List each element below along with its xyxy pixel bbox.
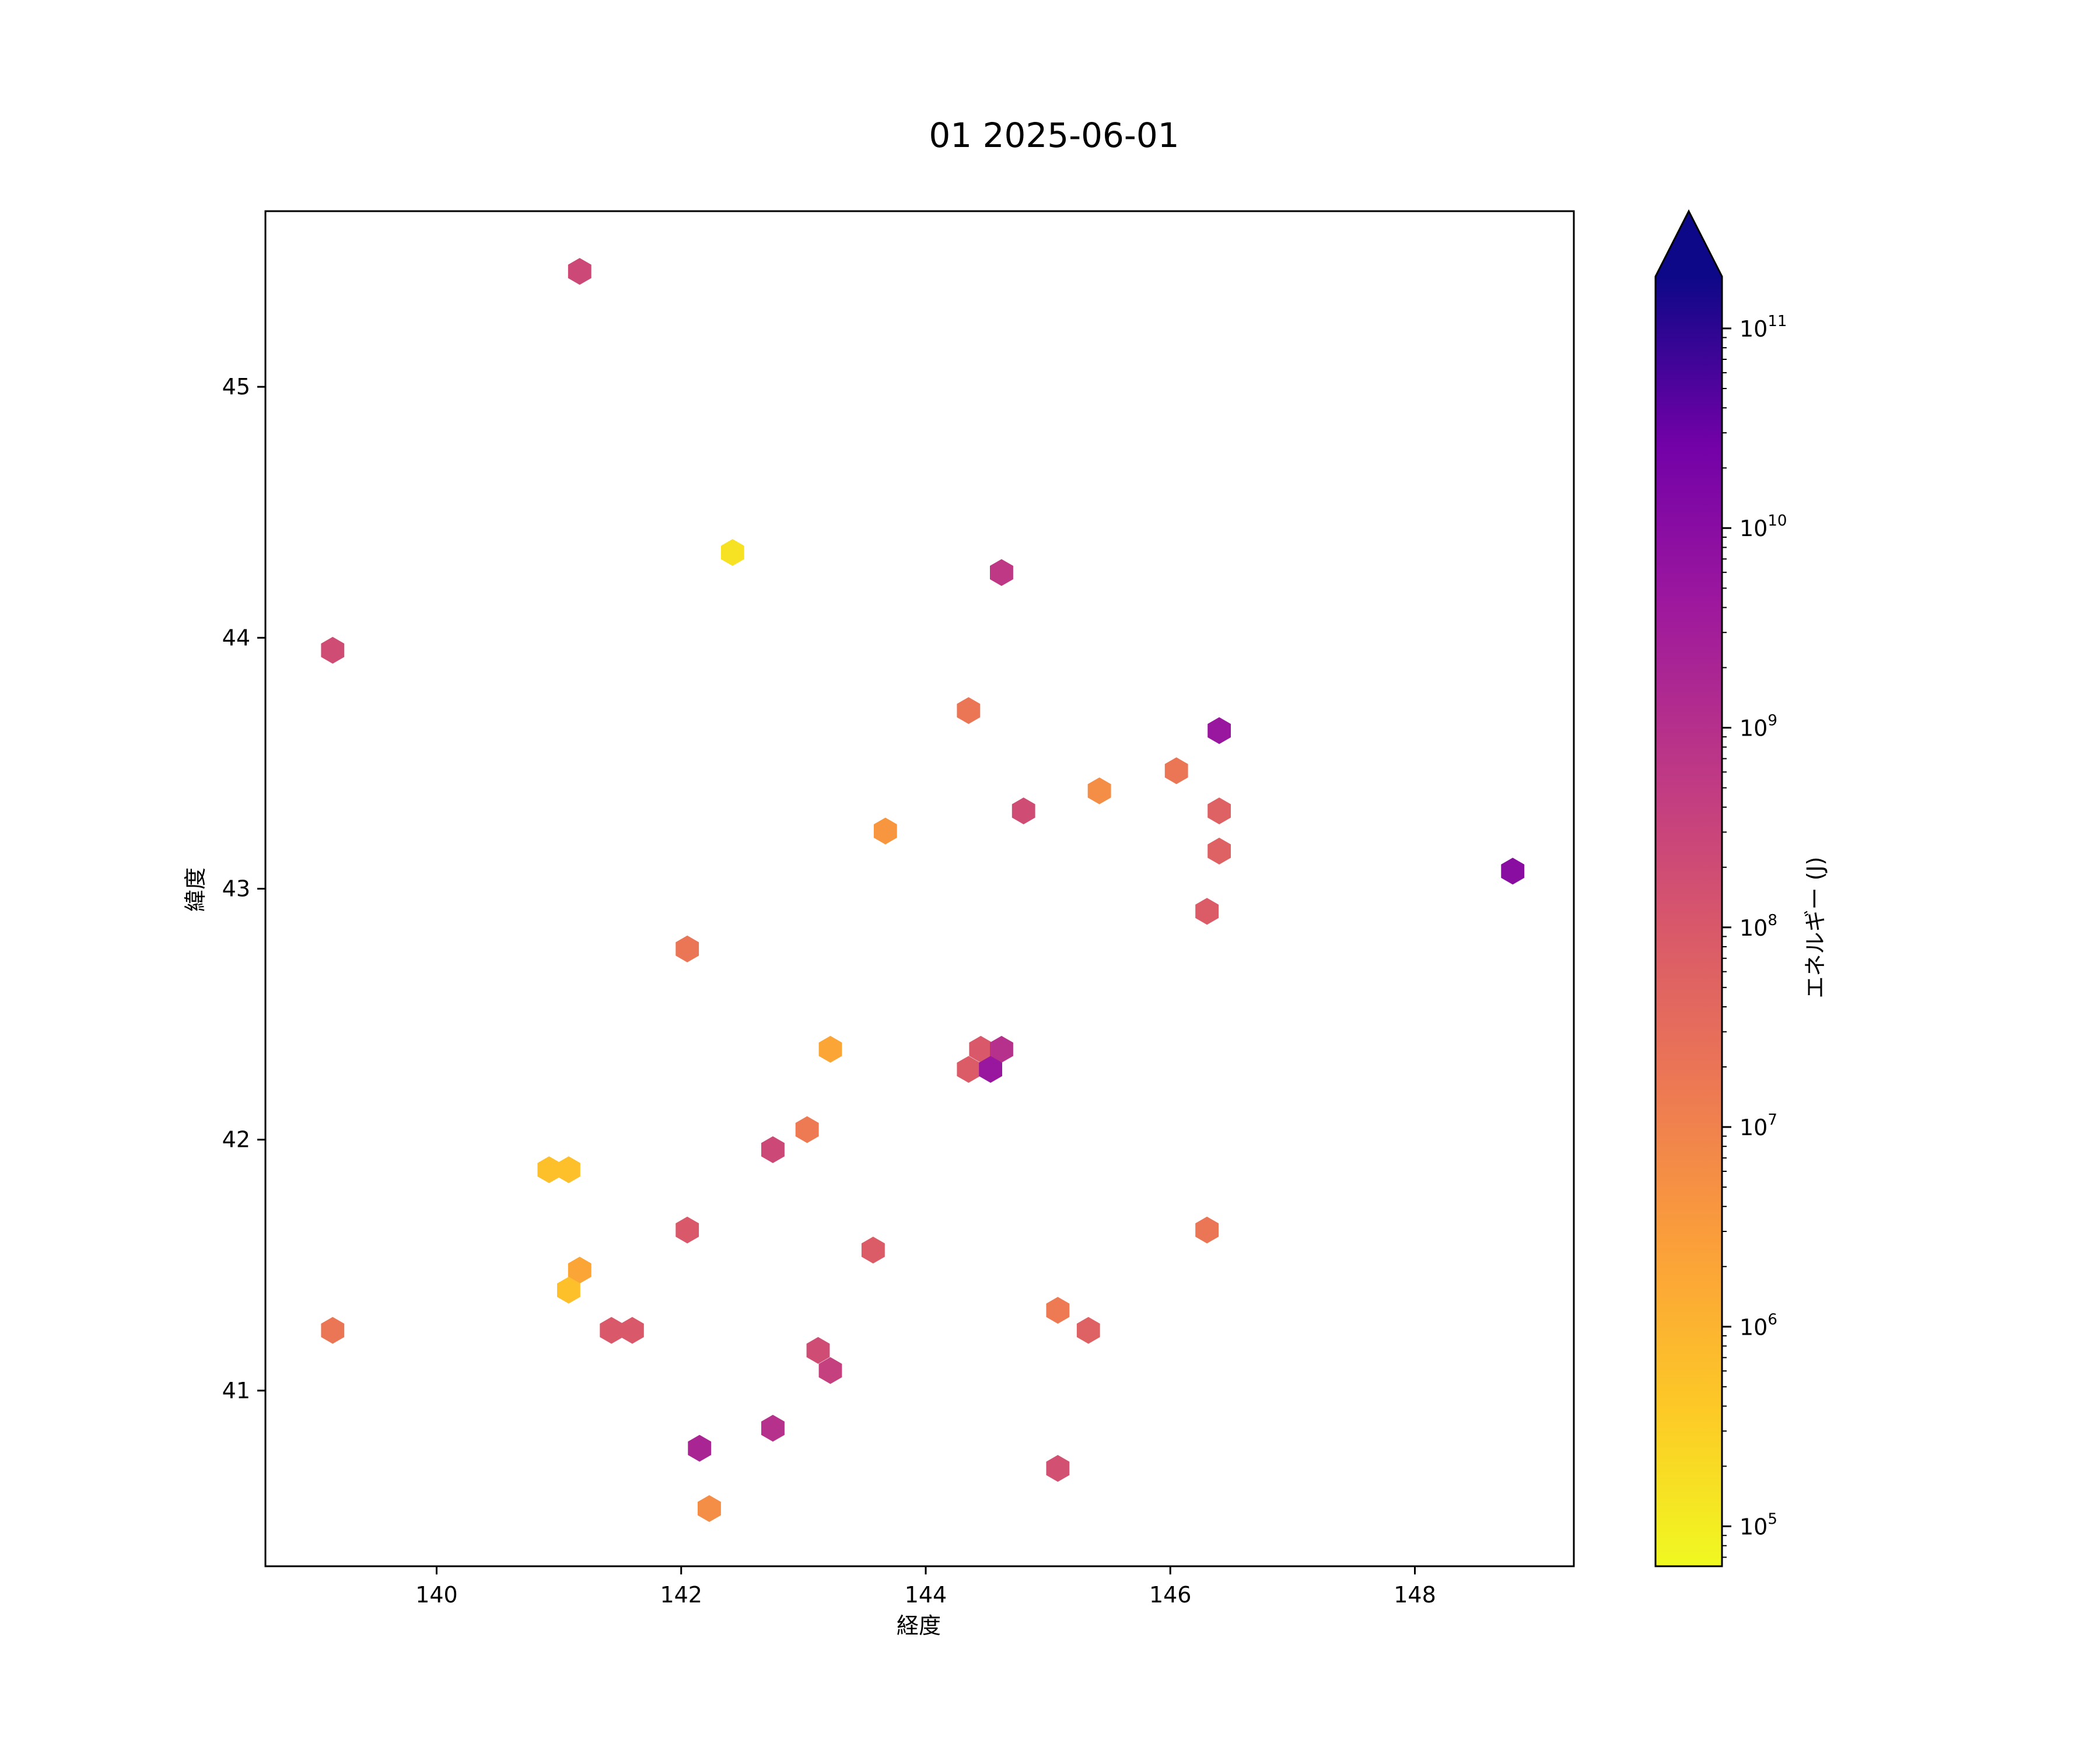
hex-cell-36 — [761, 1415, 785, 1442]
colorbar-tick-label: 1011 — [1740, 313, 1787, 342]
hexbin-cells — [321, 258, 1525, 1522]
colorbar-tick-label: 107 — [1740, 1111, 1777, 1140]
hex-cell-39 — [698, 1495, 721, 1522]
colorbar-tick-label: 105 — [1740, 1511, 1777, 1540]
hex-cell-26 — [861, 1237, 885, 1264]
hex-cell-2 — [990, 559, 1013, 586]
y-tick-label: 42 — [222, 1127, 250, 1153]
hex-cell-38 — [1046, 1455, 1070, 1482]
hex-cell-27 — [568, 1256, 592, 1284]
hex-cell-6 — [1164, 757, 1188, 785]
x-tick-label: 144 — [905, 1582, 947, 1608]
colorbar-tick-label: 1010 — [1740, 512, 1787, 541]
hex-cell-10 — [873, 817, 897, 845]
hex-cell-34 — [806, 1337, 830, 1364]
y-axis-ticks: 41 42 43 44 45 — [222, 374, 265, 1404]
hex-cell-4 — [957, 697, 981, 724]
hex-cell-16 — [969, 1035, 993, 1063]
colorbar-label: エネルギー (J) — [1803, 857, 1828, 999]
hex-cell-18 — [957, 1056, 981, 1083]
hex-cell-15 — [818, 1035, 842, 1063]
hex-cell-31 — [600, 1317, 624, 1344]
hex-cell-28 — [557, 1276, 580, 1304]
hex-cell-11 — [1208, 838, 1231, 864]
colorbar-tick-label: 108 — [1740, 912, 1777, 941]
hex-cell-17 — [990, 1035, 1013, 1063]
y-tick-label: 45 — [222, 374, 250, 400]
plot-area — [264, 210, 1575, 1567]
hex-cell-1 — [720, 539, 744, 566]
colorbar-extend-arrow — [1656, 211, 1722, 276]
hex-cell-20 — [795, 1116, 819, 1143]
hex-cell-35 — [818, 1357, 842, 1384]
x-tick-label: 146 — [1149, 1582, 1192, 1608]
hex-cell-0 — [568, 258, 592, 285]
hex-cell-29 — [1046, 1297, 1070, 1324]
hex-cell-8 — [1012, 797, 1035, 825]
x-tick-label: 142 — [660, 1582, 702, 1608]
hex-cell-23 — [557, 1156, 580, 1184]
hex-cell-21 — [761, 1136, 785, 1163]
hex-cell-22 — [537, 1156, 561, 1184]
x-axis-ticks: 140 142 144 146 148 — [415, 1566, 1436, 1608]
hex-cell-30 — [321, 1317, 345, 1344]
y-tick-label: 41 — [222, 1378, 250, 1404]
plot-frame — [264, 210, 1575, 1567]
chart-title: 01 2025-06-01 — [929, 116, 1179, 155]
hex-cell-12 — [1501, 858, 1525, 885]
hex-cell-19 — [979, 1056, 1002, 1083]
y-tick-label: 44 — [222, 625, 250, 650]
colorbar-gradient — [1656, 276, 1722, 1566]
hex-cell-33 — [1076, 1317, 1100, 1344]
hex-cell-32 — [621, 1317, 644, 1344]
hex-cell-37 — [688, 1434, 712, 1462]
hex-cell-7 — [1087, 777, 1111, 804]
hex-cell-14 — [676, 935, 699, 963]
colorbar: 105 106 107 108 109 1010 1011 エネルギー (J) — [1654, 209, 1828, 1567]
hex-cell-25 — [1195, 1216, 1219, 1244]
hex-cell-5 — [1208, 717, 1231, 744]
hex-cell-13 — [1195, 898, 1219, 925]
hex-cell-24 — [676, 1216, 699, 1244]
hex-cell-3 — [321, 636, 345, 664]
colorbar-tick-label: 109 — [1740, 712, 1777, 741]
colorbar-ticks: 105 106 107 108 109 1010 1011 — [1722, 313, 1787, 1558]
hex-cell-9 — [1208, 797, 1231, 825]
colorbar-outline — [1654, 209, 1723, 1567]
x-tick-label: 140 — [415, 1582, 458, 1608]
y-axis-label: 緯度 — [183, 867, 208, 912]
x-axis-label: 経度 — [897, 1613, 941, 1639]
colorbar-tick-label: 106 — [1740, 1311, 1777, 1340]
y-tick-label: 43 — [222, 876, 250, 902]
x-tick-label: 148 — [1394, 1582, 1436, 1608]
